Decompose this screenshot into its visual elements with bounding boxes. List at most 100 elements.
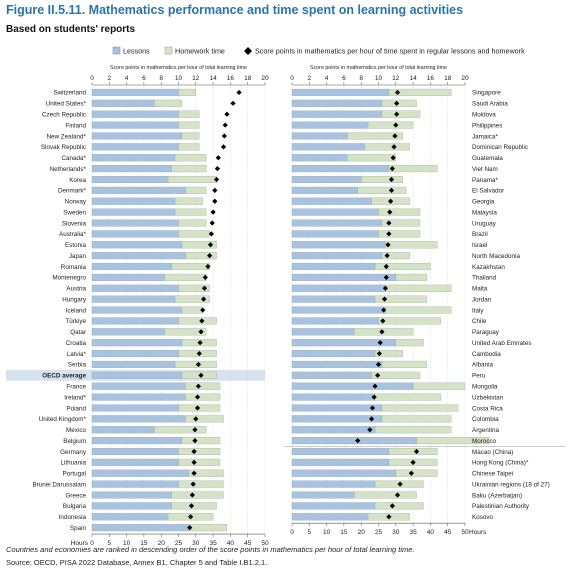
bar-homework [357,186,407,194]
country-label: Canada* [61,155,86,162]
country-label: Brunei Darussalam [32,481,86,488]
bar-lessons [291,110,383,118]
bar-lessons [291,273,396,281]
bar-homework [367,121,414,129]
diamond-marker [386,220,392,226]
diamond-marker [408,470,414,476]
diamond-marker [369,405,376,411]
diamond-marker [188,503,195,509]
score-axis-label: Score points in mathematics per hour of … [110,65,247,71]
diamond-marker [224,111,230,117]
bar-homework [174,197,203,205]
country-label: Ireland* [64,394,86,401]
bar-lessons [91,306,183,314]
diamond-marker [198,329,204,335]
bar-homework [171,165,207,173]
hours-tick-label: 20 [158,540,166,547]
bar-lessons [91,437,183,445]
bar-lessons [291,502,376,510]
country-label: Brazil [472,231,488,238]
bar-lessons [91,219,179,227]
bar-lessons [91,393,186,401]
diamond-marker [201,285,208,291]
country-label: Belgium [63,438,86,445]
country-label: Jamaica* [472,133,498,140]
country-label: Australia* [59,231,86,238]
diamond-marker [397,481,403,487]
legend-label-homework: Homework time [175,47,225,56]
bar-lessons [291,175,362,184]
diamond-marker [391,144,397,150]
country-label: Romania [61,264,87,271]
legend-swatch-homework [164,46,173,55]
bar-lessons [291,262,376,271]
country-label: Paraguay [472,329,500,336]
diamond-marker [236,89,242,96]
country-label: Peru [472,373,486,380]
diamond-marker [386,231,392,237]
hours-tick-label: 35 [409,529,417,536]
diamond-marker [392,133,398,139]
score-tick-label: 2 [307,75,311,82]
bar-homework [174,208,207,216]
bar-homework [185,186,207,194]
bar-homework [178,143,200,151]
country-label: El Salvador [472,188,504,195]
diamond-marker [381,296,388,302]
diamond-marker [372,383,378,389]
hours-tick-label: 30 [392,529,400,536]
bar-homework [164,273,207,281]
diamond-marker [381,307,387,313]
bar-lessons [91,491,172,499]
bar-lessons [291,306,386,314]
bar-homework [178,447,221,456]
country-label: Portugal [63,471,86,478]
diamond-marker [382,285,389,291]
bar-lessons [291,165,390,173]
bar-lessons [91,458,179,466]
bar-lessons [91,513,169,521]
bar-lessons [91,197,176,205]
diamond-marker [388,176,395,183]
bar-homework [185,393,221,401]
bar-homework [361,175,403,184]
diamond-marker [207,253,213,259]
bar-homework [347,154,396,162]
bar-homework [378,230,421,238]
bar-homework [385,306,452,314]
diamond-marker [214,166,221,172]
hours-tick-label: 10 [323,529,331,536]
bar-homework [378,317,441,325]
bar-homework [347,132,403,140]
bar-lessons [291,480,376,488]
bar-lessons [91,328,165,336]
country-label: Croatia [66,340,87,347]
country-label: Kazakhstan [472,264,505,271]
bar-homework [381,404,459,412]
hours-tick-label: 25 [175,540,183,547]
bar-lessons [291,404,383,412]
country-label: Finland [65,122,86,129]
diamond-marker [198,372,204,378]
country-label: Israel [472,242,487,249]
diamond-marker [189,492,195,498]
score-tick-label: 10 [175,75,183,82]
bar-lessons [291,208,379,216]
country-label: Dominican Republic [472,144,528,151]
bar-lessons [91,502,172,510]
bar-homework [178,88,196,96]
diamond-marker [355,438,361,444]
diamond-marker [376,350,382,357]
country-label: Cambodia [472,351,501,358]
bar-homework [388,165,438,173]
bar-lessons [291,513,369,521]
diamond-marker [188,514,194,520]
diamond-marker [386,514,392,520]
diamond-marker [367,427,373,433]
diamond-marker [375,372,381,378]
score-tick-label: 2 [107,75,111,82]
hours-tick-label: 45 [244,540,252,547]
bar-homework [167,175,217,184]
country-label: Malta [472,286,488,293]
diamond-marker [384,253,390,259]
